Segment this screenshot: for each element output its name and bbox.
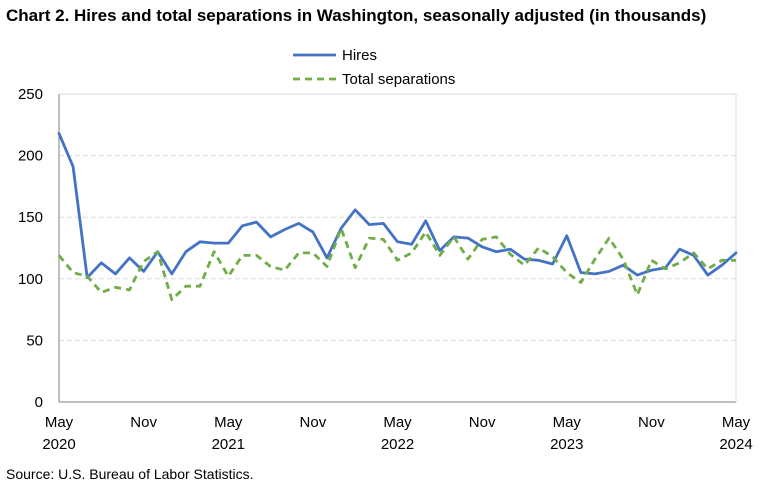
y-tick-label-0: 0: [35, 394, 43, 411]
legend-label-total-separations: Total separations: [342, 71, 455, 88]
source-note: Source: U.S. Bureau of Labor Statistics.: [6, 466, 254, 482]
x-tick-label-month-1: Nov: [130, 414, 157, 431]
x-tick-label-year-2020: 2020: [42, 436, 75, 453]
x-tick-label-month-3: Nov: [300, 414, 327, 431]
gridlines: [59, 93, 736, 341]
x-tick-label-month-5: Nov: [469, 414, 496, 431]
y-tick-label-100: 100: [18, 271, 43, 288]
x-tick-label-year-2022: 2022: [381, 436, 414, 453]
chart-title: Chart 2. Hires and total separations in …: [6, 6, 707, 25]
y-tick-label-200: 200: [18, 148, 43, 165]
x-tick-label-month-7: Nov: [638, 414, 665, 431]
y-tick-label-250: 250: [18, 86, 43, 103]
x-tick-label-month-4: May: [383, 414, 412, 431]
x-tick-label-year-2023: 2023: [550, 436, 583, 453]
legend-label-hires: Hires: [342, 47, 377, 64]
axes: [58, 93, 737, 403]
y-tick-label-150: 150: [18, 209, 43, 226]
series-lines: [57, 131, 738, 302]
series-line-total-separations: [57, 226, 736, 302]
x-tick-label-month-8: May: [722, 414, 751, 431]
x-tick-label-month-2: May: [214, 414, 243, 431]
x-axis-ticks: May 2020 Nov May 2021 Nov May 2022 Nov May 2023 Nov…: [42, 414, 752, 453]
x-tick-label-year-2024: 2024: [719, 436, 752, 453]
series-line-hires: [57, 131, 738, 280]
y-tick-label-50: 50: [26, 332, 43, 349]
y-axis-ticks: 0 50 100 150 200 250: [18, 86, 43, 411]
legend: Hires Total separations: [293, 47, 455, 88]
x-tick-label-month-0: May: [45, 414, 74, 431]
x-tick-label-month-6: May: [553, 414, 582, 431]
x-tick-label-year-2021: 2021: [212, 436, 245, 453]
